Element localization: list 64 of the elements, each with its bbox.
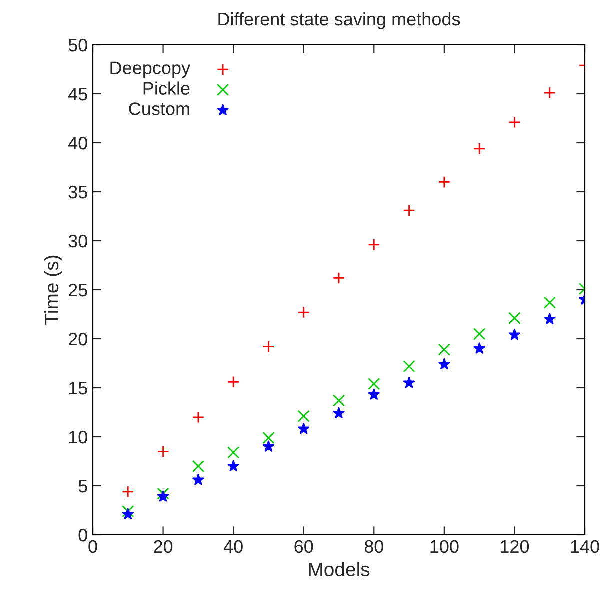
point bbox=[403, 360, 416, 373]
point bbox=[438, 344, 451, 356]
point bbox=[508, 329, 521, 340]
point bbox=[403, 204, 416, 217]
x-tick-label: 120 bbox=[501, 540, 530, 554]
y-tick-label: 50 bbox=[68, 38, 88, 52]
x-tick-label: 40 bbox=[224, 540, 243, 554]
point bbox=[262, 432, 275, 444]
point bbox=[228, 460, 240, 472]
point bbox=[192, 460, 205, 472]
point bbox=[262, 340, 275, 353]
y-tick-label: 25 bbox=[68, 284, 88, 297]
y-tick-label: 30 bbox=[68, 234, 88, 248]
x-tick-label: 60 bbox=[294, 540, 314, 554]
x-tick-label: 80 bbox=[364, 540, 384, 554]
point bbox=[122, 486, 134, 498]
chart-title: Different state saving methods bbox=[218, 12, 460, 30]
point bbox=[157, 490, 170, 502]
point bbox=[544, 296, 556, 309]
point bbox=[298, 410, 310, 422]
point bbox=[368, 238, 380, 251]
point bbox=[473, 142, 486, 155]
point bbox=[157, 446, 170, 458]
point bbox=[192, 411, 205, 424]
y-axis-title: Time (s) bbox=[44, 256, 62, 325]
y-tick-label: 5 bbox=[78, 480, 88, 493]
y-tick-label: 15 bbox=[69, 382, 88, 395]
point bbox=[262, 440, 275, 452]
point bbox=[157, 488, 170, 500]
x-tick-label: 100 bbox=[430, 540, 459, 554]
point bbox=[368, 378, 380, 390]
point bbox=[227, 446, 240, 459]
point bbox=[508, 116, 521, 128]
x-tick-label: 20 bbox=[154, 540, 173, 554]
point bbox=[438, 176, 451, 188]
point bbox=[474, 342, 486, 354]
point bbox=[298, 423, 310, 434]
point bbox=[403, 377, 416, 388]
y-tick-label: 45 bbox=[68, 88, 88, 101]
point bbox=[333, 407, 345, 419]
y-tick-label: 20 bbox=[68, 332, 88, 346]
point bbox=[122, 505, 134, 518]
point bbox=[544, 86, 556, 100]
point bbox=[298, 306, 310, 319]
x-axis-title: Models bbox=[309, 562, 370, 577]
x-tick-label: 140 bbox=[571, 540, 600, 554]
y-tick-label: 35 bbox=[68, 186, 88, 199]
x-tick-label: 0 bbox=[88, 540, 98, 554]
point bbox=[122, 508, 134, 520]
point bbox=[332, 272, 346, 284]
point bbox=[508, 312, 521, 324]
y-tick-label: 40 bbox=[68, 136, 88, 150]
point bbox=[368, 388, 380, 400]
legend-label: Custom bbox=[129, 102, 190, 116]
legend-label: Deepcopy bbox=[110, 62, 191, 78]
legend-label: Pickle bbox=[144, 82, 190, 95]
point bbox=[544, 313, 556, 324]
point bbox=[332, 394, 346, 407]
point bbox=[473, 328, 486, 340]
point bbox=[192, 474, 204, 486]
point bbox=[227, 376, 240, 388]
point bbox=[438, 358, 450, 370]
y-tick-label: 0 bbox=[78, 528, 88, 542]
y-tick-label: 10 bbox=[69, 430, 88, 444]
